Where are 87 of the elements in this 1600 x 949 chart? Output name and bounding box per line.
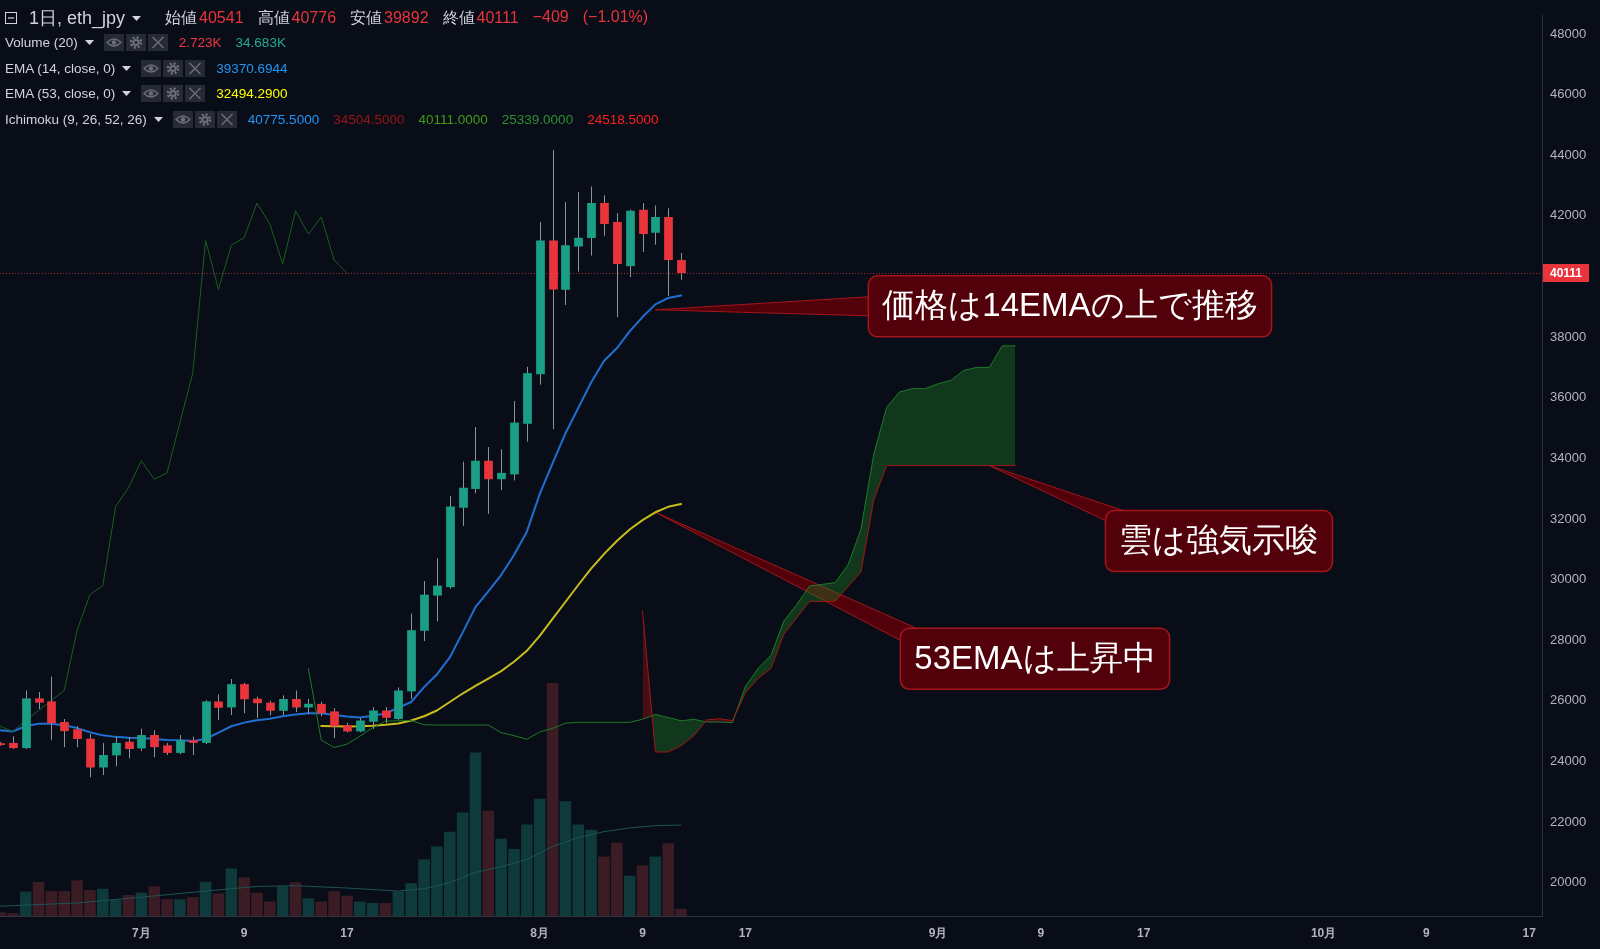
- annotation: 2.723K: [178, 35, 222, 51]
- candlestick: [651, 205, 660, 246]
- x-tick-label: 9: [1423, 925, 1431, 940]
- ref-line-label: 40111: [1550, 265, 1583, 280]
- candlestick: [369, 706, 378, 730]
- annotation: EMA (14, close, 0): [5, 60, 116, 76]
- candlestick: [484, 446, 493, 515]
- y-tick-label: 38000: [1550, 328, 1587, 344]
- y-tick-label: 46000: [1550, 86, 1587, 102]
- bar: [379, 902, 392, 916]
- candlestick: [214, 693, 223, 721]
- annotation: 32494.2900: [216, 86, 288, 102]
- bar: [289, 882, 302, 916]
- y-tick-label: 36000: [1550, 389, 1587, 405]
- x-tick-label: 7月: [132, 925, 151, 940]
- text: 始値40541 高値40776 安値39892 終値40111 −409 (−1.01%): [165, 7, 649, 26]
- annotation: 39370.6944: [216, 60, 288, 76]
- y-tick-label: 24000: [1550, 753, 1587, 768]
- candlestick: [125, 736, 134, 759]
- x-tick-label: 17: [340, 925, 354, 940]
- bar: [186, 897, 199, 916]
- annotation: 価格は14EMAの上で推移: [882, 286, 1258, 324]
- candlestick: [240, 682, 249, 714]
- annotation: 34504.5000: [333, 112, 405, 128]
- x-tick-label: 10月: [1310, 925, 1337, 940]
- candlestick: [99, 742, 108, 776]
- candlestick: [459, 461, 468, 527]
- y-tick-label: 28000: [1550, 631, 1587, 647]
- bar: [649, 856, 662, 916]
- y-tick-label: 20000: [1550, 874, 1587, 890]
- annotation: 40111.0000: [418, 112, 488, 128]
- bar: [212, 893, 225, 916]
- bar: [469, 752, 482, 916]
- candlestick: [176, 734, 185, 755]
- candlestick: [279, 694, 288, 716]
- annotation: Volume (20): [5, 35, 78, 51]
- bar: [32, 881, 45, 916]
- candlestick: [292, 690, 301, 713]
- candlestick: [600, 194, 609, 237]
- y-tick-label: 26000: [1550, 692, 1587, 708]
- annotation: 53EMAは上昇中: [914, 638, 1156, 676]
- annotation: Ichimoku (9, 26, 52, 26): [5, 112, 147, 128]
- y-tick-label: 34000: [1550, 449, 1587, 465]
- candlestick: [137, 728, 146, 752]
- candlestick: [60, 718, 69, 748]
- bar: [276, 886, 289, 916]
- bar: [623, 875, 636, 916]
- x-tick-label: 17: [738, 925, 753, 940]
- candlestick: [112, 736, 121, 767]
- y-tick-label: 48000: [1550, 25, 1587, 41]
- annotation: 24518.5000: [587, 112, 659, 128]
- candlestick: [330, 707, 339, 739]
- annotation: 雲は強気示唆: [1119, 521, 1319, 559]
- chart-title: 1日, eth_jpy: [29, 7, 126, 30]
- bar: [636, 865, 649, 916]
- candlestick: [47, 676, 56, 741]
- x-tick-label: 9: [240, 925, 248, 940]
- candlestick: [433, 557, 442, 622]
- x-tick-label: 9: [1037, 925, 1045, 940]
- bar: [225, 868, 238, 916]
- annotation: EMA (53, close, 0): [5, 86, 116, 102]
- bar: [174, 899, 186, 916]
- x-tick-label: 8月: [530, 925, 550, 940]
- y-tick-label: 44000: [1550, 146, 1587, 162]
- x-tick-label: 9: [639, 925, 647, 940]
- x-tick-label: 9月: [928, 925, 948, 940]
- candlestick: [189, 736, 198, 756]
- annotation: 34.683K: [235, 35, 286, 51]
- candlestick: [73, 725, 82, 748]
- candlestick: [497, 448, 506, 491]
- bar: [199, 881, 212, 916]
- annotation: 25339.0000: [501, 112, 574, 128]
- bar: [302, 898, 315, 916]
- x-tick-label: 17: [1136, 925, 1151, 940]
- candlestick: [227, 678, 236, 716]
- bar: [482, 810, 495, 916]
- y-tick-label: 32000: [1550, 510, 1587, 526]
- y-tick-label: 42000: [1550, 207, 1587, 223]
- candlestick: [150, 729, 159, 758]
- candlestick: [574, 191, 583, 273]
- y-tick-label: 30000: [1550, 571, 1587, 587]
- bar: [122, 895, 135, 916]
- candlestick: [253, 696, 262, 719]
- y-tick-label: 22000: [1550, 813, 1587, 829]
- x-tick-label: 17: [1522, 925, 1537, 940]
- annotation: 40775.5000: [247, 112, 320, 128]
- bar: [546, 683, 559, 916]
